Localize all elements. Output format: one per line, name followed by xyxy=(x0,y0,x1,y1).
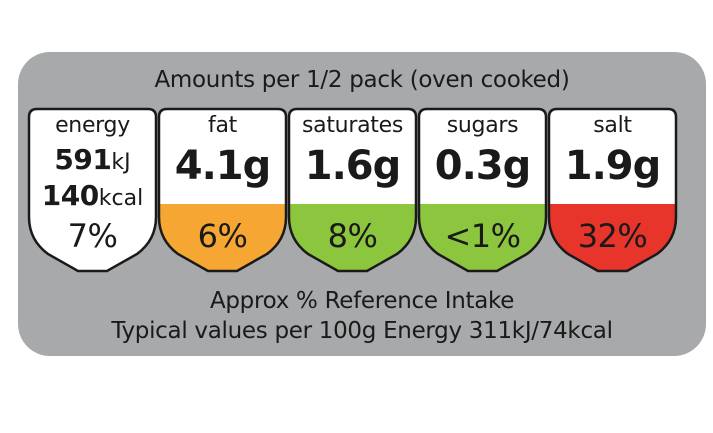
fat-label: fat xyxy=(208,113,237,138)
salt-percent: 32% xyxy=(577,217,648,255)
sugars-amount: 0.3g xyxy=(434,143,532,189)
energy-percent: 7% xyxy=(67,217,118,255)
energy-card: energy 591kJ 140kcal 7% xyxy=(27,107,158,273)
fat-color-band xyxy=(159,204,286,271)
sugars-card: sugars 0.3g <1% xyxy=(417,107,548,273)
nutrient-cards: energy 591kJ 140kcal 7% fat 4.1g 6% satu… xyxy=(18,52,706,356)
sugars-color-band xyxy=(419,204,546,271)
sugars-card-shape xyxy=(417,107,548,273)
salt-card-shape xyxy=(547,107,678,273)
fat-percent: 6% xyxy=(197,217,248,255)
sugars-percent: <1% xyxy=(444,217,521,255)
saturates-percent: 8% xyxy=(327,217,378,255)
energy-kcal: 140kcal xyxy=(41,179,144,212)
fat-amount: 4.1g xyxy=(174,143,272,189)
salt-card: salt 1.9g 32% xyxy=(547,107,678,273)
typical-values-note: Typical values per 100g Energy 311kJ/74k… xyxy=(111,318,613,344)
fat-card-shape xyxy=(157,107,288,273)
energy-label: energy xyxy=(55,113,130,138)
salt-amount: 1.9g xyxy=(564,143,662,189)
saturates-card-shape xyxy=(287,107,418,273)
salt-color-band xyxy=(549,204,676,271)
serving-header: Amounts per 1/2 pack (oven cooked) xyxy=(154,67,570,93)
energy-card-shape xyxy=(27,107,158,273)
saturates-amount: 1.6g xyxy=(304,143,402,189)
salt-label: salt xyxy=(593,113,632,138)
sugars-label: sugars xyxy=(446,113,519,138)
fat-card: fat 4.1g 6% xyxy=(157,107,288,273)
saturates-color-band xyxy=(289,204,416,271)
reference-intake-note: Approx % Reference Intake xyxy=(209,288,515,314)
nutrition-label-panel: Amounts per 1/2 pack (oven cooked) energ… xyxy=(18,52,706,356)
saturates-label: saturates xyxy=(302,113,403,138)
saturates-card: saturates 1.6g 8% xyxy=(287,107,418,273)
energy-kj: 591kJ xyxy=(54,143,131,176)
